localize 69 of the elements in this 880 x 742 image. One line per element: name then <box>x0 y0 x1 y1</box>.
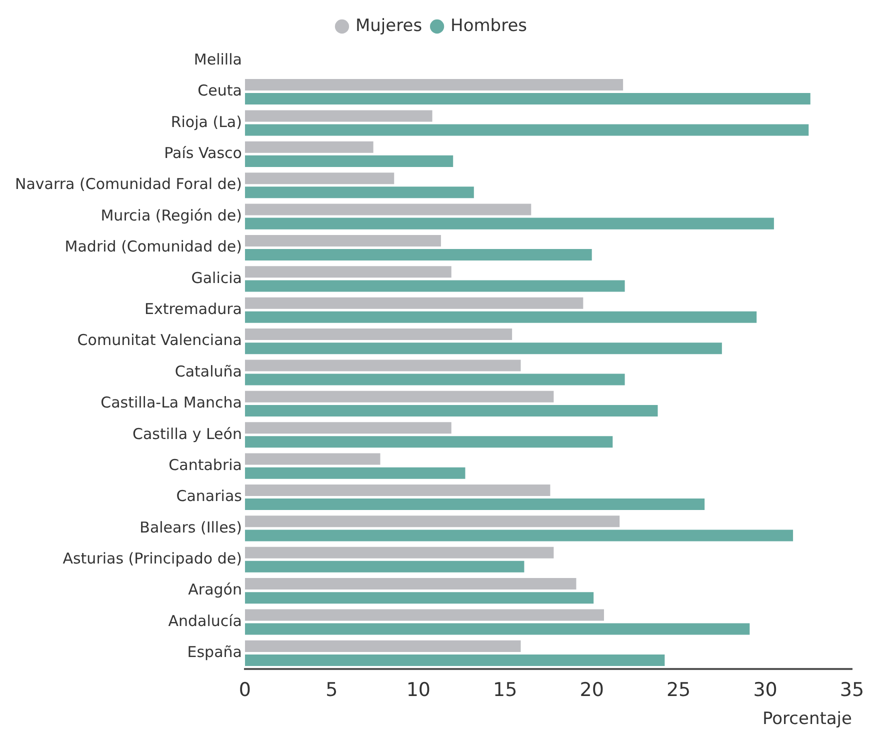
bar <box>244 623 750 635</box>
y-tick-label: España <box>187 643 242 662</box>
bar <box>244 93 810 105</box>
bar <box>244 280 625 292</box>
bar <box>244 234 441 246</box>
bar <box>244 186 474 198</box>
x-tick-label: 5 <box>326 679 338 702</box>
bar <box>244 654 665 666</box>
y-tick-label: Ceuta <box>198 82 242 100</box>
bar <box>244 266 452 278</box>
bar <box>244 560 524 572</box>
bar <box>244 530 794 542</box>
bar <box>244 404 658 416</box>
y-tick-label: Cantabria <box>168 456 242 474</box>
bar <box>244 328 512 340</box>
y-tick-label: Rioja (La) <box>170 112 242 131</box>
bar <box>244 172 394 184</box>
y-tick-label: Asturias (Principado de) <box>62 550 242 568</box>
y-tick-label: Melilla <box>194 50 242 68</box>
y-tick-label: Murcia (Región de) <box>100 206 242 224</box>
bar <box>244 592 594 604</box>
y-tick-label: Galicia <box>191 268 242 287</box>
bar <box>244 204 532 216</box>
y-tick-label: Comunitat Valenciana <box>77 331 242 350</box>
bar <box>244 124 809 136</box>
x-tick-label: 10 <box>406 679 431 702</box>
bar <box>244 360 521 372</box>
y-tick-label: Andalucía <box>168 612 242 630</box>
x-tick-label: 20 <box>580 679 604 702</box>
x-tick-label: 0 <box>238 679 252 702</box>
bar <box>244 390 554 402</box>
bar <box>244 422 452 434</box>
x-tick-label: 35 <box>840 679 864 702</box>
bar <box>244 516 620 528</box>
bar <box>244 297 584 309</box>
bar <box>244 141 374 153</box>
bar <box>244 374 625 386</box>
y-tick-label: Balears (Illes) <box>140 518 242 536</box>
bar <box>244 155 454 167</box>
bar <box>244 609 604 621</box>
x-axis-title: Porcentaje <box>762 709 852 730</box>
y-tick-label: Castilla-La Mancha <box>100 394 242 412</box>
bar <box>244 578 576 590</box>
y-tick-label: Extremadura <box>144 300 242 318</box>
bar <box>244 498 705 510</box>
y-tick-label: Navarra (Comunidad Foral de) <box>14 175 242 194</box>
y-tick-label: Castilla y León <box>132 424 242 443</box>
y-tick-label: País Vasco <box>164 144 242 162</box>
bar <box>244 110 432 122</box>
bar <box>244 218 774 230</box>
bar <box>244 311 757 323</box>
y-tick-label: Cataluña <box>174 362 242 380</box>
bar <box>244 453 380 465</box>
bar <box>244 546 554 558</box>
y-tick-label: Canarias <box>176 487 242 506</box>
bar <box>244 79 624 91</box>
y-tick-label: Aragón <box>188 580 242 599</box>
bar <box>244 342 722 354</box>
y-tick-label: Madrid (Comunidad de) <box>64 238 242 256</box>
x-tick-label: 15 <box>493 679 518 702</box>
legend-label: Hombres <box>450 16 528 36</box>
bar <box>244 467 466 479</box>
bar <box>244 436 613 448</box>
bar <box>244 640 521 652</box>
bar <box>244 249 592 261</box>
bar <box>244 484 550 496</box>
legend-label: Mujeres <box>355 16 422 36</box>
x-tick-label: 25 <box>666 679 691 702</box>
x-tick-label: 30 <box>753 679 778 702</box>
